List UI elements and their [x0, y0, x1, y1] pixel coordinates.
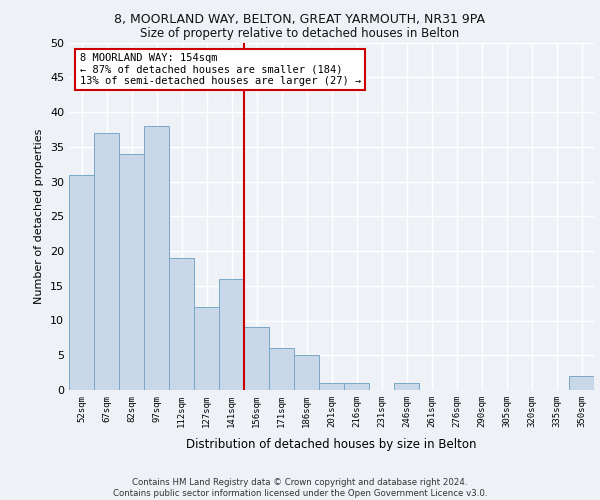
Text: Contains HM Land Registry data © Crown copyright and database right 2024.
Contai: Contains HM Land Registry data © Crown c…: [113, 478, 487, 498]
Bar: [94, 133, 119, 390]
Bar: [344, 383, 369, 390]
Bar: [144, 126, 169, 390]
Text: 8, MOORLAND WAY, BELTON, GREAT YARMOUTH, NR31 9PA: 8, MOORLAND WAY, BELTON, GREAT YARMOUTH,…: [115, 12, 485, 26]
Bar: [244, 328, 269, 390]
Text: Size of property relative to detached houses in Belton: Size of property relative to detached ho…: [140, 28, 460, 40]
Bar: [319, 383, 344, 390]
Bar: [69, 174, 94, 390]
Y-axis label: Number of detached properties: Number of detached properties: [34, 128, 44, 304]
Bar: [119, 154, 144, 390]
Bar: [569, 376, 594, 390]
Bar: [169, 258, 194, 390]
X-axis label: Distribution of detached houses by size in Belton: Distribution of detached houses by size …: [186, 438, 477, 451]
Bar: [194, 306, 219, 390]
Bar: [294, 355, 319, 390]
Text: 8 MOORLAND WAY: 154sqm
← 87% of detached houses are smaller (184)
13% of semi-de: 8 MOORLAND WAY: 154sqm ← 87% of detached…: [79, 53, 361, 86]
Bar: [269, 348, 294, 390]
Bar: [394, 383, 419, 390]
Bar: [219, 279, 244, 390]
